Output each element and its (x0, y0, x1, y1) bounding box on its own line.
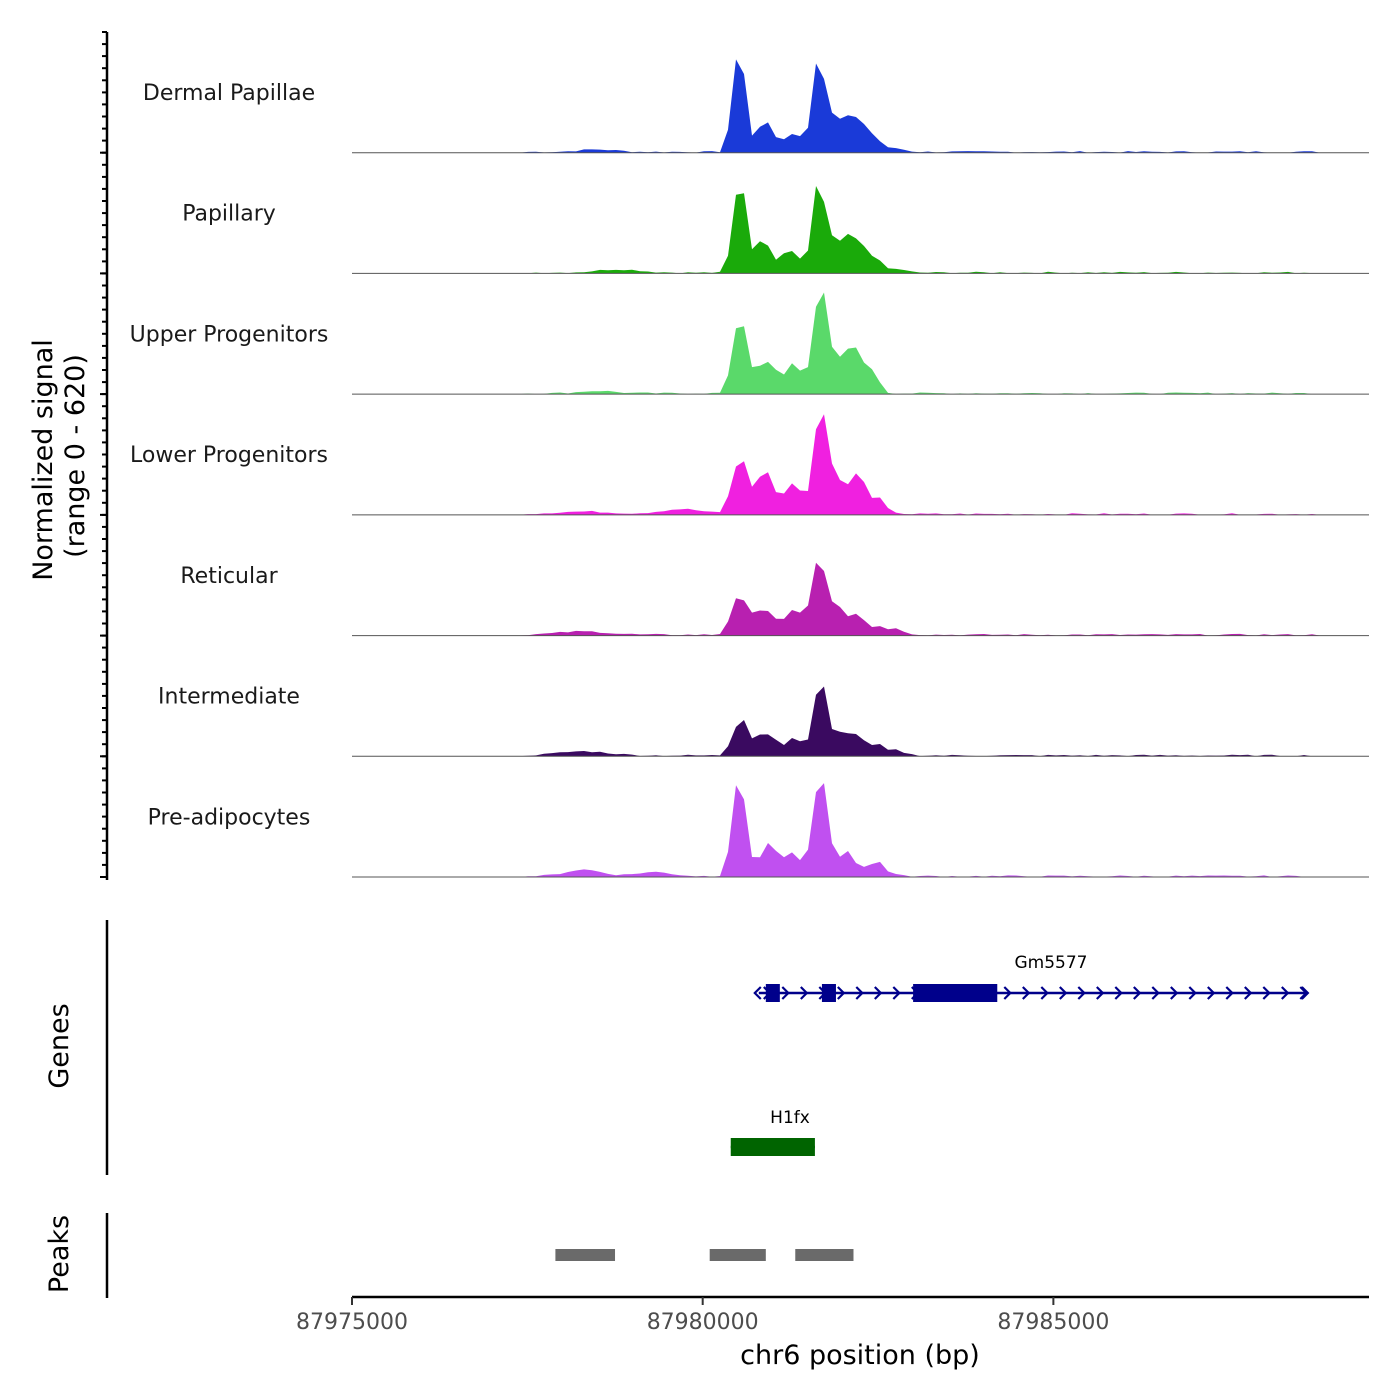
strand-arrow (1077, 986, 1086, 1000)
strand-arrow (1188, 986, 1197, 1000)
strand-arrow (892, 986, 901, 1000)
strand-arrow (1133, 986, 1142, 1000)
strand-arrow (1244, 986, 1253, 1000)
strand-arrow (1207, 986, 1216, 1000)
x-axis: 87975000 87980000 87985000 (296, 1295, 1369, 1335)
gene-exon (913, 984, 998, 1002)
track-label: Pre-adipocytes (148, 805, 311, 830)
gene-label: Gm5577 (1015, 953, 1088, 973)
strand-arrow (874, 986, 883, 1000)
strand-arrow (1096, 986, 1105, 1000)
y-axis-title-line1: Normalized signal (28, 339, 59, 581)
strand-arrow (1003, 986, 1012, 1000)
peak-region (795, 1249, 854, 1261)
strand-arrow (1022, 986, 1031, 1000)
strand-arrow (1170, 986, 1179, 1000)
track-label: Upper Progenitors (130, 322, 329, 347)
gene-exon (730, 1138, 815, 1156)
gene-exon (821, 984, 836, 1002)
strand-arrow (855, 986, 864, 1000)
track-label: Intermediate (158, 685, 300, 710)
track-papillary: Papillary (182, 186, 1369, 274)
strand-arrow (1059, 986, 1068, 1000)
track-label: Papillary (182, 202, 276, 227)
peaks-track (555, 1249, 854, 1261)
x-tick-label: 87985000 (997, 1310, 1109, 1335)
track-label: Reticular (180, 564, 278, 589)
track-lower-progenitors: Lower Progenitors (130, 414, 1369, 516)
signal-area (352, 783, 1369, 877)
strand-arrow (1262, 986, 1271, 1000)
peak-region (555, 1249, 616, 1261)
strand-arrow (781, 986, 790, 1000)
track-upper-progenitors: Upper Progenitors (130, 292, 1369, 395)
track-intermediate: Intermediate (158, 685, 1369, 757)
gene-h1fx: H1fx (730, 1108, 815, 1156)
track-pre-adipocytes: Pre-adipocytes (148, 783, 1369, 878)
track-label: Dermal Papillae (143, 81, 315, 106)
strand-arrow (1299, 986, 1308, 1000)
coverage-y-axis (100, 31, 109, 880)
gene-exon (765, 984, 780, 1002)
genes-panel-title: Genes (44, 1003, 75, 1088)
x-tick-label: 87980000 (647, 1310, 759, 1335)
peak-region (709, 1249, 766, 1261)
signal-area (352, 186, 1369, 274)
track-reticular: Reticular (180, 562, 1369, 637)
strand-arrow (1225, 986, 1234, 1000)
peaks-panel-title: Peaks (44, 1215, 75, 1293)
strand-arrow (753, 986, 762, 1000)
signal-area (352, 414, 1369, 515)
strand-arrow (1040, 986, 1049, 1000)
signal-area (352, 292, 1369, 395)
strand-arrow (800, 986, 809, 1000)
signal-area (352, 562, 1369, 636)
x-axis-title: chr6 position (bp) (740, 1340, 980, 1371)
gene-gm5577: Gm5577 (753, 953, 1310, 1002)
strand-arrow (837, 986, 846, 1000)
strand-arrow (1281, 986, 1290, 1000)
coverage-tracks: Dermal Papillae Papillary Upper Progenitor… (130, 59, 1369, 878)
strand-arrow (1114, 986, 1123, 1000)
signal-area (352, 59, 1369, 153)
signal-area (352, 686, 1369, 757)
y-axis-title-line2: (range 0 - 620) (60, 354, 91, 558)
track-label: Lower Progenitors (130, 443, 328, 468)
strand-arrow (1151, 986, 1160, 1000)
track-dermal-papillae: Dermal Papillae (143, 59, 1369, 154)
gene-label: H1fx (770, 1108, 810, 1128)
genes-track: Gm5577 H1fx (730, 953, 1310, 1156)
x-tick-label: 87975000 (296, 1310, 408, 1335)
strand-arrow (1301, 986, 1310, 1000)
